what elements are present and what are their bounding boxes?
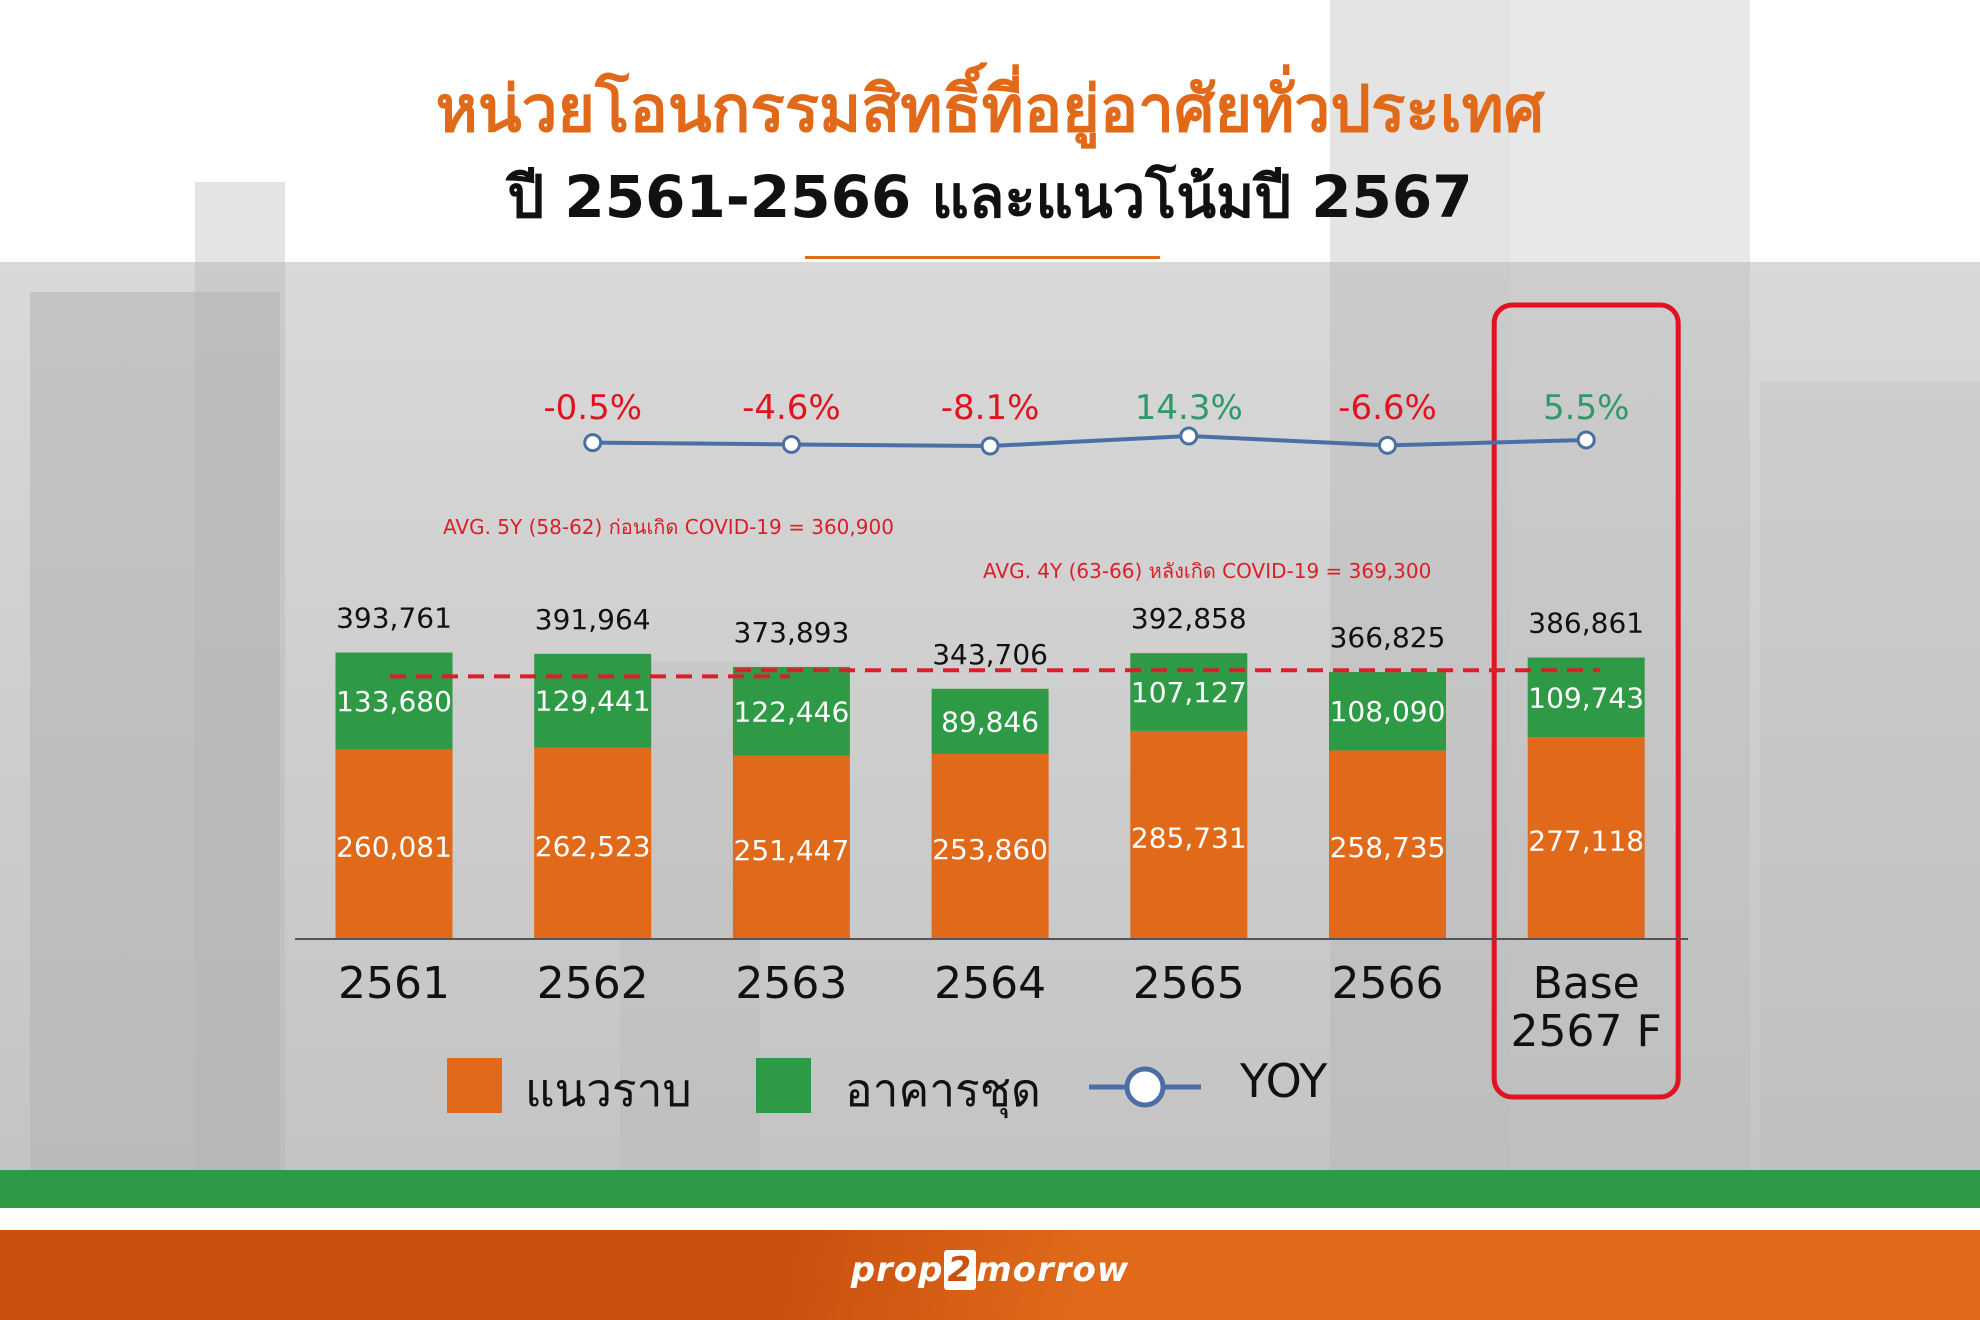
yoy-data-label: -8.1% [941, 388, 1040, 428]
data-label-horizontal: 253,860 [932, 833, 1048, 866]
footer-bar [0, 1230, 1980, 1320]
x-tick-label: 2561 [338, 958, 450, 1009]
x-tick-label: 2563 [735, 958, 847, 1009]
legend-swatch-condo [756, 1058, 811, 1113]
legend-label-yoy: YOY [1240, 1054, 1328, 1108]
avg-label-pre-covid: AVG. 5Y (58-62) ก่อนเกิด COVID-19 = 360,… [443, 515, 894, 539]
legend-label-horizontal: แนวราบ [525, 1063, 692, 1117]
yoy-point [781, 434, 801, 454]
bar-horizontal [732, 755, 850, 938]
chart-title: หน่วยโอนกรรมสิทธิ์ที่อยู่อาศัยทั่วประเทศ [435, 73, 1545, 147]
legend-yoy-line-icon [1089, 1066, 1201, 1108]
data-label-condo: 109,743 [1528, 681, 1644, 714]
data-label-condo: 133,680 [336, 685, 452, 718]
data-label-horizontal: 260,081 [336, 831, 452, 864]
bar-condo [931, 688, 1049, 754]
data-label-total: 386,861 [1528, 607, 1644, 640]
forecast-highlight-box [1491, 302, 1681, 1100]
data-label-condo: 107,127 [1131, 676, 1247, 709]
data-label-total: 373,893 [734, 616, 850, 649]
bar-horizontal [335, 749, 453, 938]
data-label-horizontal: 285,731 [1131, 821, 1247, 854]
bar-horizontal [931, 753, 1049, 938]
yoy-point [980, 436, 1000, 456]
bar-condo [1130, 653, 1248, 731]
yoy-point [1576, 430, 1596, 450]
data-label-horizontal: 262,523 [535, 830, 651, 863]
data-label-total: 391,964 [535, 603, 651, 636]
data-label-total: 366,825 [1330, 621, 1446, 654]
yoy-point [1179, 426, 1199, 446]
bar-condo [732, 666, 850, 756]
data-label-condo: 129,441 [535, 685, 651, 718]
data-label-total: 393,761 [336, 602, 452, 635]
x-tick-label: Base [1533, 958, 1640, 1009]
yoy-point [1378, 435, 1397, 455]
x-tick-label: 2566 [1332, 958, 1444, 1009]
x-tick-label: 2564 [934, 958, 1046, 1009]
bar-horizontal [1130, 730, 1248, 938]
data-label-condo: 108,090 [1330, 695, 1446, 728]
bar-horizontal [1527, 737, 1645, 938]
data-label-horizontal: 277,118 [1528, 825, 1644, 858]
yoy-point [583, 433, 603, 453]
x-tick-label: 2565 [1133, 958, 1245, 1009]
x-tick-label: 2567 F [1511, 1006, 1662, 1057]
title-divider [805, 256, 1160, 259]
bar-condo [534, 653, 652, 748]
data-label-condo: 89,846 [941, 705, 1039, 738]
footer-green-stripe [0, 1170, 1980, 1208]
brand-logo: prop 2 morrow [850, 1250, 1130, 1290]
x-tick-label: 2562 [537, 958, 649, 1009]
header-background [0, 0, 1980, 262]
yoy-data-label: -4.6% [742, 388, 841, 428]
footer-white-stripe [0, 1208, 1980, 1230]
bar-condo [1329, 672, 1446, 751]
chart-subtitle: ปี 2561-2566 และแนวโน้มปี 2567 [507, 163, 1473, 231]
data-label-total: 392,858 [1131, 602, 1247, 635]
yoy-data-label: -6.6% [1338, 388, 1437, 428]
yoy-data-label: -0.5% [543, 388, 642, 428]
yoy-data-label: 14.3% [1135, 388, 1243, 428]
data-label-horizontal: 258,735 [1330, 831, 1446, 864]
yoy-data-label: 5.5% [1543, 388, 1629, 428]
yoy-line [592, 434, 1587, 449]
bar-horizontal [534, 747, 652, 938]
avg-label-post-covid: AVG. 4Y (63-66) หลังเกิด COVID-19 = 369,… [983, 559, 1431, 583]
data-label-condo: 122,446 [734, 695, 850, 728]
data-label-horizontal: 251,447 [734, 834, 850, 867]
bar-condo [335, 652, 453, 750]
legend-label-condo: อาคารชุด [845, 1063, 1041, 1117]
legend-swatch-horizontal [447, 1058, 502, 1113]
data-label-total: 343,706 [932, 638, 1048, 671]
bar-horizontal [1329, 750, 1446, 938]
